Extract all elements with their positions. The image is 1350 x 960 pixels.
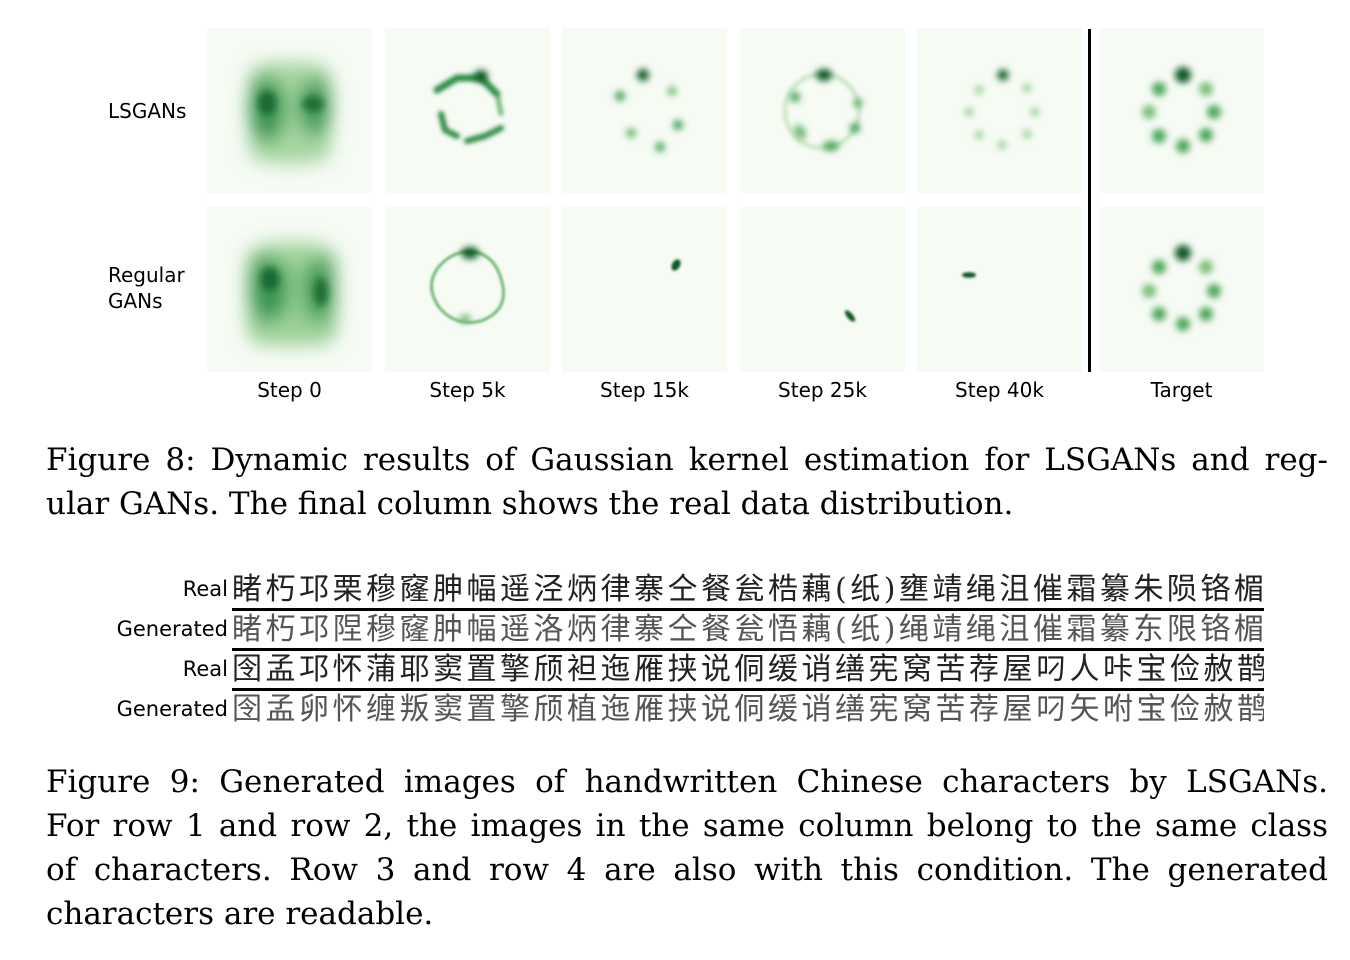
caption-line: Figure 9: Generated images of handwritte… xyxy=(46,764,1328,800)
handwriting-characters: 睹朽邛栗穆窿胂幅遥泾炳律寨仝餐瓮梏藕(纸)壅靖绳沮催霜纂朱陨铬楣雨拌 xyxy=(232,572,1264,607)
panel-lsgans-step-0 xyxy=(207,28,372,193)
column-label-target: Target xyxy=(1150,378,1213,402)
column-label-step-15k: Step 15k xyxy=(600,378,689,402)
column-label-step-40k: Step 40k xyxy=(955,378,1044,402)
caption-line: of characters. Row 3 and row 4 are also … xyxy=(46,852,1328,888)
row-label-real-1: Real xyxy=(182,577,228,601)
panel-lsgans-target xyxy=(1099,28,1264,193)
handwriting-row-real-2: 囹孟邛怀蒲耶窦置擎颀袒迤雁挟说侗缓诮缮宪窝苦荐屋叼人咔宝俭赦鹊兵 xyxy=(232,652,1264,688)
panel-regular-gans-step-25k xyxy=(740,207,905,372)
row-separator xyxy=(232,648,1264,651)
panel-lsgans-step-40k xyxy=(917,28,1082,193)
column-label-step-5k: Step 5k xyxy=(429,378,506,402)
column-label-step-0: Step 0 xyxy=(257,378,322,402)
row-label-regular-gans: Regular GANs xyxy=(108,262,185,314)
figure-8-caption: Figure 8: Dynamic results of Gaussian ke… xyxy=(46,438,1328,526)
target-divider-line xyxy=(1088,29,1091,372)
handwriting-characters: 囹孟卵怀缠叛窦置擎颀植迤雁挟说侗缓诮缮宪窝苦荐屋叼矢咐宝俭赦鹊兵 xyxy=(232,692,1264,727)
caption-line: Figure 8: Dynamic results of Gaussian ke… xyxy=(46,442,1328,478)
caption-line: characters are readable. xyxy=(46,896,434,932)
row-label-text-line1: Regular xyxy=(108,263,185,287)
panel-lsgans-step-15k xyxy=(562,28,727,193)
panel-lsgans-step-5k xyxy=(385,28,550,193)
row-label-generated-1: Generated xyxy=(116,617,228,641)
panel-regular-gans-target xyxy=(1099,207,1264,372)
handwriting-row-generated-1: 睹朽邛陧穆窿肿幅遥洛炳律寨仝餐瓮悟藕(纸)绳靖绳沮催霜纂东限铬楣痈拌 xyxy=(232,612,1264,648)
row-label-real-2: Real xyxy=(182,657,228,681)
row-label-text: LSGANs xyxy=(108,99,187,123)
row-label-generated-2: Generated xyxy=(116,697,228,721)
panel-lsgans-step-25k xyxy=(740,28,905,193)
row-separator xyxy=(232,608,1264,611)
caption-line: For row 1 and row 2, the images in the s… xyxy=(46,808,1328,844)
panel-regular-gans-step-15k xyxy=(562,207,727,372)
panel-regular-gans-step-40k xyxy=(917,207,1082,372)
caption-line: ular GANs. The final column shows the re… xyxy=(46,486,1014,522)
column-label-step-25k: Step 25k xyxy=(778,378,867,402)
handwriting-characters: 睹朽邛陧穆窿肿幅遥洛炳律寨仝餐瓮悟藕(纸)绳靖绳沮催霜纂东限铬楣痈拌 xyxy=(232,612,1264,647)
handwriting-row-real-1: 睹朽邛栗穆窿胂幅遥泾炳律寨仝餐瓮梏藕(纸)壅靖绳沮催霜纂朱陨铬楣雨拌 xyxy=(232,572,1264,608)
panel-regular-gans-step-0 xyxy=(207,207,372,372)
figure-9-caption: Figure 9: Generated images of handwritte… xyxy=(46,760,1328,936)
row-label-text-line2: GANs xyxy=(108,289,163,313)
panel-regular-gans-step-5k xyxy=(385,207,550,372)
row-separator xyxy=(232,688,1264,691)
handwriting-characters: 囹孟邛怀蒲耶窦置擎颀袒迤雁挟说侗缓诮缮宪窝苦荐屋叼人咔宝俭赦鹊兵 xyxy=(232,652,1264,687)
handwriting-row-generated-2: 囹孟卵怀缠叛窦置擎颀植迤雁挟说侗缓诮缮宪窝苦荐屋叼矢咐宝俭赦鹊兵 xyxy=(232,692,1264,728)
row-label-lsgans: LSGANs xyxy=(108,98,186,124)
